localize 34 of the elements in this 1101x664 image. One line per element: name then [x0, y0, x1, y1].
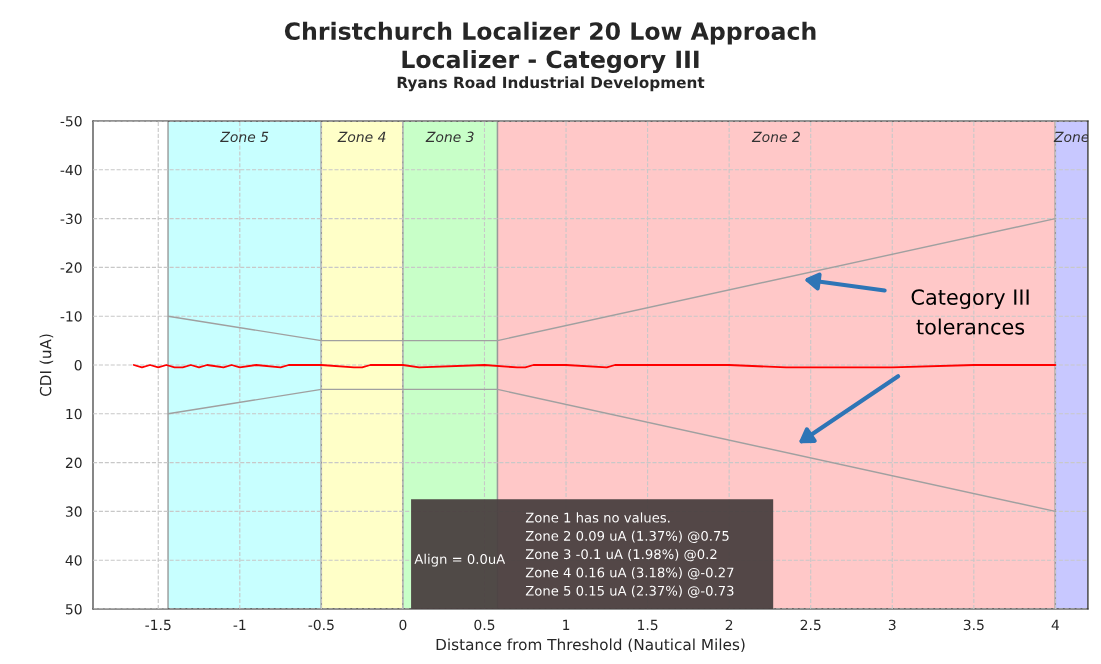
y-tick-label: 0 [74, 359, 82, 371]
chart-title: Christchurch Localizer 20 Low Approach Localizer - Category III [284, 21, 816, 74]
y-tick-label: 30 [65, 506, 82, 517]
y-tick-label: 10 [66, 408, 82, 420]
y-tick-label: 20 [65, 457, 82, 469]
x-tick-label: -1 [233, 619, 246, 630]
y-tick-label: -20 [60, 262, 82, 273]
y-tick-label: 50 [65, 603, 82, 615]
y-tick-label: -10 [60, 311, 82, 322]
x-tick-label: 2.5 [800, 619, 821, 631]
x-tick-label: 0.5 [474, 619, 495, 631]
x-axis-title: Distance from Threshold (Nautical Miles) [436, 638, 745, 653]
y-tick-label: 40 [65, 555, 82, 566]
x-tick-label: -1.5 [145, 619, 171, 631]
band-label: Zone 3 [425, 131, 474, 143]
y-tick-label: -30 [60, 213, 82, 225]
x-tick-label: -0.5 [308, 619, 334, 631]
x-tick-label: 4 [1051, 619, 1060, 630]
y-tick-label: -40 [60, 164, 82, 176]
x-tick-label: 3 [888, 619, 896, 631]
x-tick-label: 2 [725, 619, 733, 630]
y-axis-title: CDI (uA) [39, 334, 54, 397]
band-label: Zone 2 [751, 131, 800, 143]
x-tick-label: 0 [399, 619, 407, 631]
band-label: Zone 5 [220, 131, 269, 143]
x-tick-label: 1.5 [638, 619, 658, 631]
x-tick-label: 3.5 [963, 619, 984, 631]
band-label: Zone 4 [337, 131, 386, 143]
annotation: Align = 0.0uA [414, 553, 506, 567]
annotation: Zone 1 has no values. Zone 2 0.09 uA (1.37%) @0.75 Zone 3 -0.1 uA (1.98%) @0.2 Zone 4 0.16 uA (3.18%) @-0.27 Zone 5 0.15 uA (2.37%) @-0.73 [525, 512, 734, 598]
x-tick-label: 1 [563, 619, 570, 630]
y-tick-label: -50 [60, 115, 82, 127]
chart-subtitle: Ryans Road Industrial Development [397, 76, 705, 92]
annotation: Category III tolerances [911, 289, 1029, 335]
